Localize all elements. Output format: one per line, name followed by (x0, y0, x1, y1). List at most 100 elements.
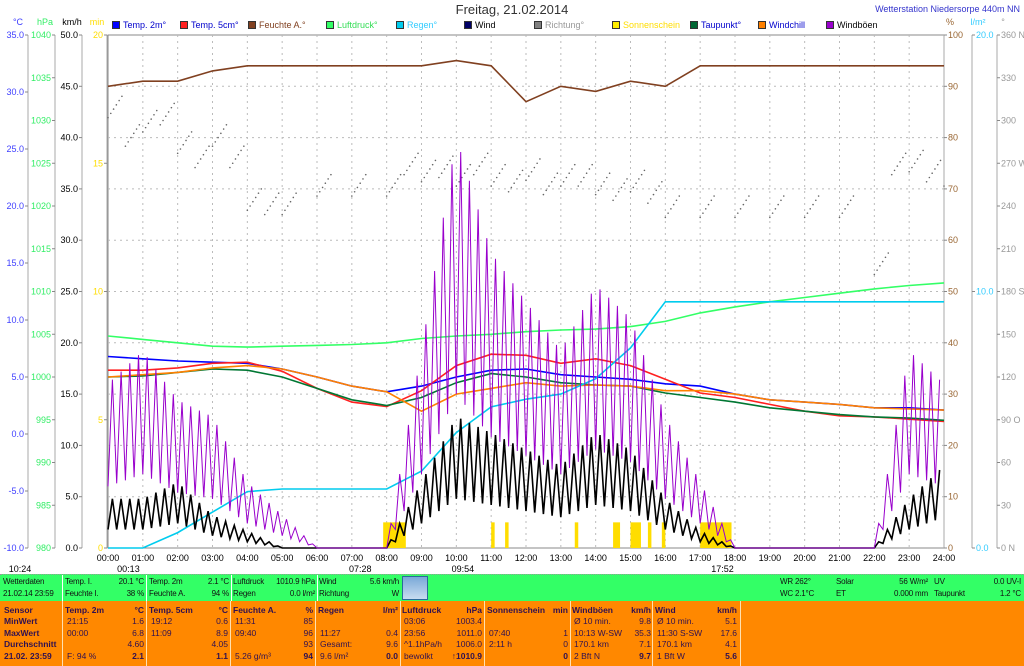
value: 9.6 (386, 639, 398, 650)
axis-tick-label-temp: 30.0 (6, 87, 24, 97)
label: Wind (319, 577, 337, 586)
direction-point (150, 118, 152, 120)
axis-tick-label-temp: 5.0 (11, 372, 24, 382)
axis-tick-label-sun: 20 (93, 30, 103, 40)
stat-row (487, 616, 568, 627)
direction-point (899, 161, 901, 163)
label: 170.1 km (574, 639, 609, 650)
value: 4.05 (211, 639, 228, 650)
value: % (305, 605, 313, 615)
direction-point (208, 145, 210, 147)
direction-point (769, 216, 771, 219)
axis-tick-label-rain: 10.0 (976, 287, 994, 297)
direction-point (904, 152, 907, 155)
axis-tick-label-sun: 0 (98, 543, 103, 553)
legend-label: Feuchte A.° (259, 20, 306, 30)
legend-item: Richtung° (534, 20, 612, 30)
axis-unit-humidity: % (946, 17, 954, 27)
value: 1.1 (216, 650, 228, 661)
label (149, 651, 153, 662)
direction-point (289, 200, 292, 203)
axis-tick-label-direction: 150 (1001, 329, 1016, 339)
legend-label: Windchill (769, 20, 806, 30)
stat-row: 170.1 km 7.1 (572, 639, 651, 650)
stat-row: 23:56 1011.0 (402, 628, 482, 639)
direction-point (107, 116, 109, 119)
label: Gesamt: (320, 639, 353, 650)
direction-point (536, 162, 538, 165)
direction-point (707, 203, 710, 206)
legend-swatch (464, 21, 472, 29)
value: 94 % (211, 589, 230, 598)
stat-row: 11:31 85 (233, 616, 313, 627)
direction-point (469, 163, 472, 166)
direction-point (580, 180, 582, 183)
direction-point (591, 163, 593, 166)
direction-point (902, 156, 904, 159)
sunshine-bar (613, 522, 621, 548)
legend-swatch (112, 21, 120, 29)
stat-row: 11:09 8.9 (149, 628, 228, 639)
direction-point (699, 216, 701, 219)
column-header: Temp. 5cm °C (149, 605, 228, 616)
direction-point (493, 180, 495, 183)
direction-point (571, 168, 573, 170)
direction-point (252, 200, 254, 203)
direction-point (211, 145, 214, 147)
x-tick-label: 01:00 (132, 553, 155, 563)
direction-point (165, 115, 167, 118)
direction-point (847, 203, 849, 206)
axis-tick-label-humidity: 30 (948, 389, 958, 399)
direction-point (803, 216, 806, 219)
direction-point (364, 173, 367, 176)
legend-label: Luftdruck° (337, 20, 378, 30)
label: Sensor (4, 605, 33, 615)
direction-point (356, 186, 359, 189)
label: Luftdruck (233, 577, 265, 586)
cloudy-sun-icon (402, 576, 428, 600)
direction-point (197, 162, 199, 165)
direction-point (704, 208, 707, 210)
label: 170.1 km (657, 639, 692, 650)
direction-point (254, 196, 257, 199)
value: ↑1010.9 (451, 650, 482, 661)
value: 1.6 (132, 616, 144, 627)
column-divider (230, 601, 231, 666)
label: 2 Bft N (574, 650, 600, 661)
marker-sunrise: 07:28 (349, 564, 372, 574)
stat-row: 09:40 96 (233, 628, 313, 639)
x-tick-label: 09:00 (410, 553, 433, 563)
label: Temp. I. (65, 577, 92, 586)
direction-point (127, 141, 130, 143)
axis-tick-label-wind: 20.0 (60, 338, 78, 348)
direction-point (934, 168, 936, 170)
legend-swatch (690, 21, 698, 29)
label: 07:40 (489, 627, 511, 638)
direction-point (550, 180, 553, 183)
axis-tick-label-direction: 90 O (1001, 415, 1021, 425)
value: 2.1 (132, 650, 144, 661)
value: 0.0 UV-I (993, 577, 1022, 586)
status-indoor: Temp. I. 20.1 °C Feuchte I. 38 % (65, 576, 144, 600)
series-line-luftdruck- (107, 282, 945, 348)
direction-point (142, 131, 144, 133)
sensor-column: Sensor MinWert MaxWert Durchschnitt 21.0… (4, 605, 61, 662)
axis-tick-label-pressure: 985 (36, 500, 51, 510)
direction-point (632, 186, 635, 189)
direction-point (351, 195, 353, 197)
x-tick-label: 10:00 (445, 553, 468, 563)
label: 5.26 g/m³ (235, 650, 271, 661)
marker-sunset: 17:52 (711, 564, 734, 574)
direction-point (504, 163, 506, 166)
label: 11:27 (320, 627, 341, 638)
direction-point (179, 148, 182, 150)
axis-tick-label-humidity: 60 (948, 235, 958, 245)
direction-point (844, 208, 846, 210)
direction-point (147, 122, 150, 125)
label: ^1.1hPa/h (404, 639, 443, 650)
direction-point (115, 104, 118, 106)
value: 2.1 °C (207, 577, 229, 586)
axis-tick-label-wind: 35.0 (60, 184, 78, 194)
label: Ø 10 min. (574, 616, 611, 627)
direction-point (608, 172, 611, 175)
